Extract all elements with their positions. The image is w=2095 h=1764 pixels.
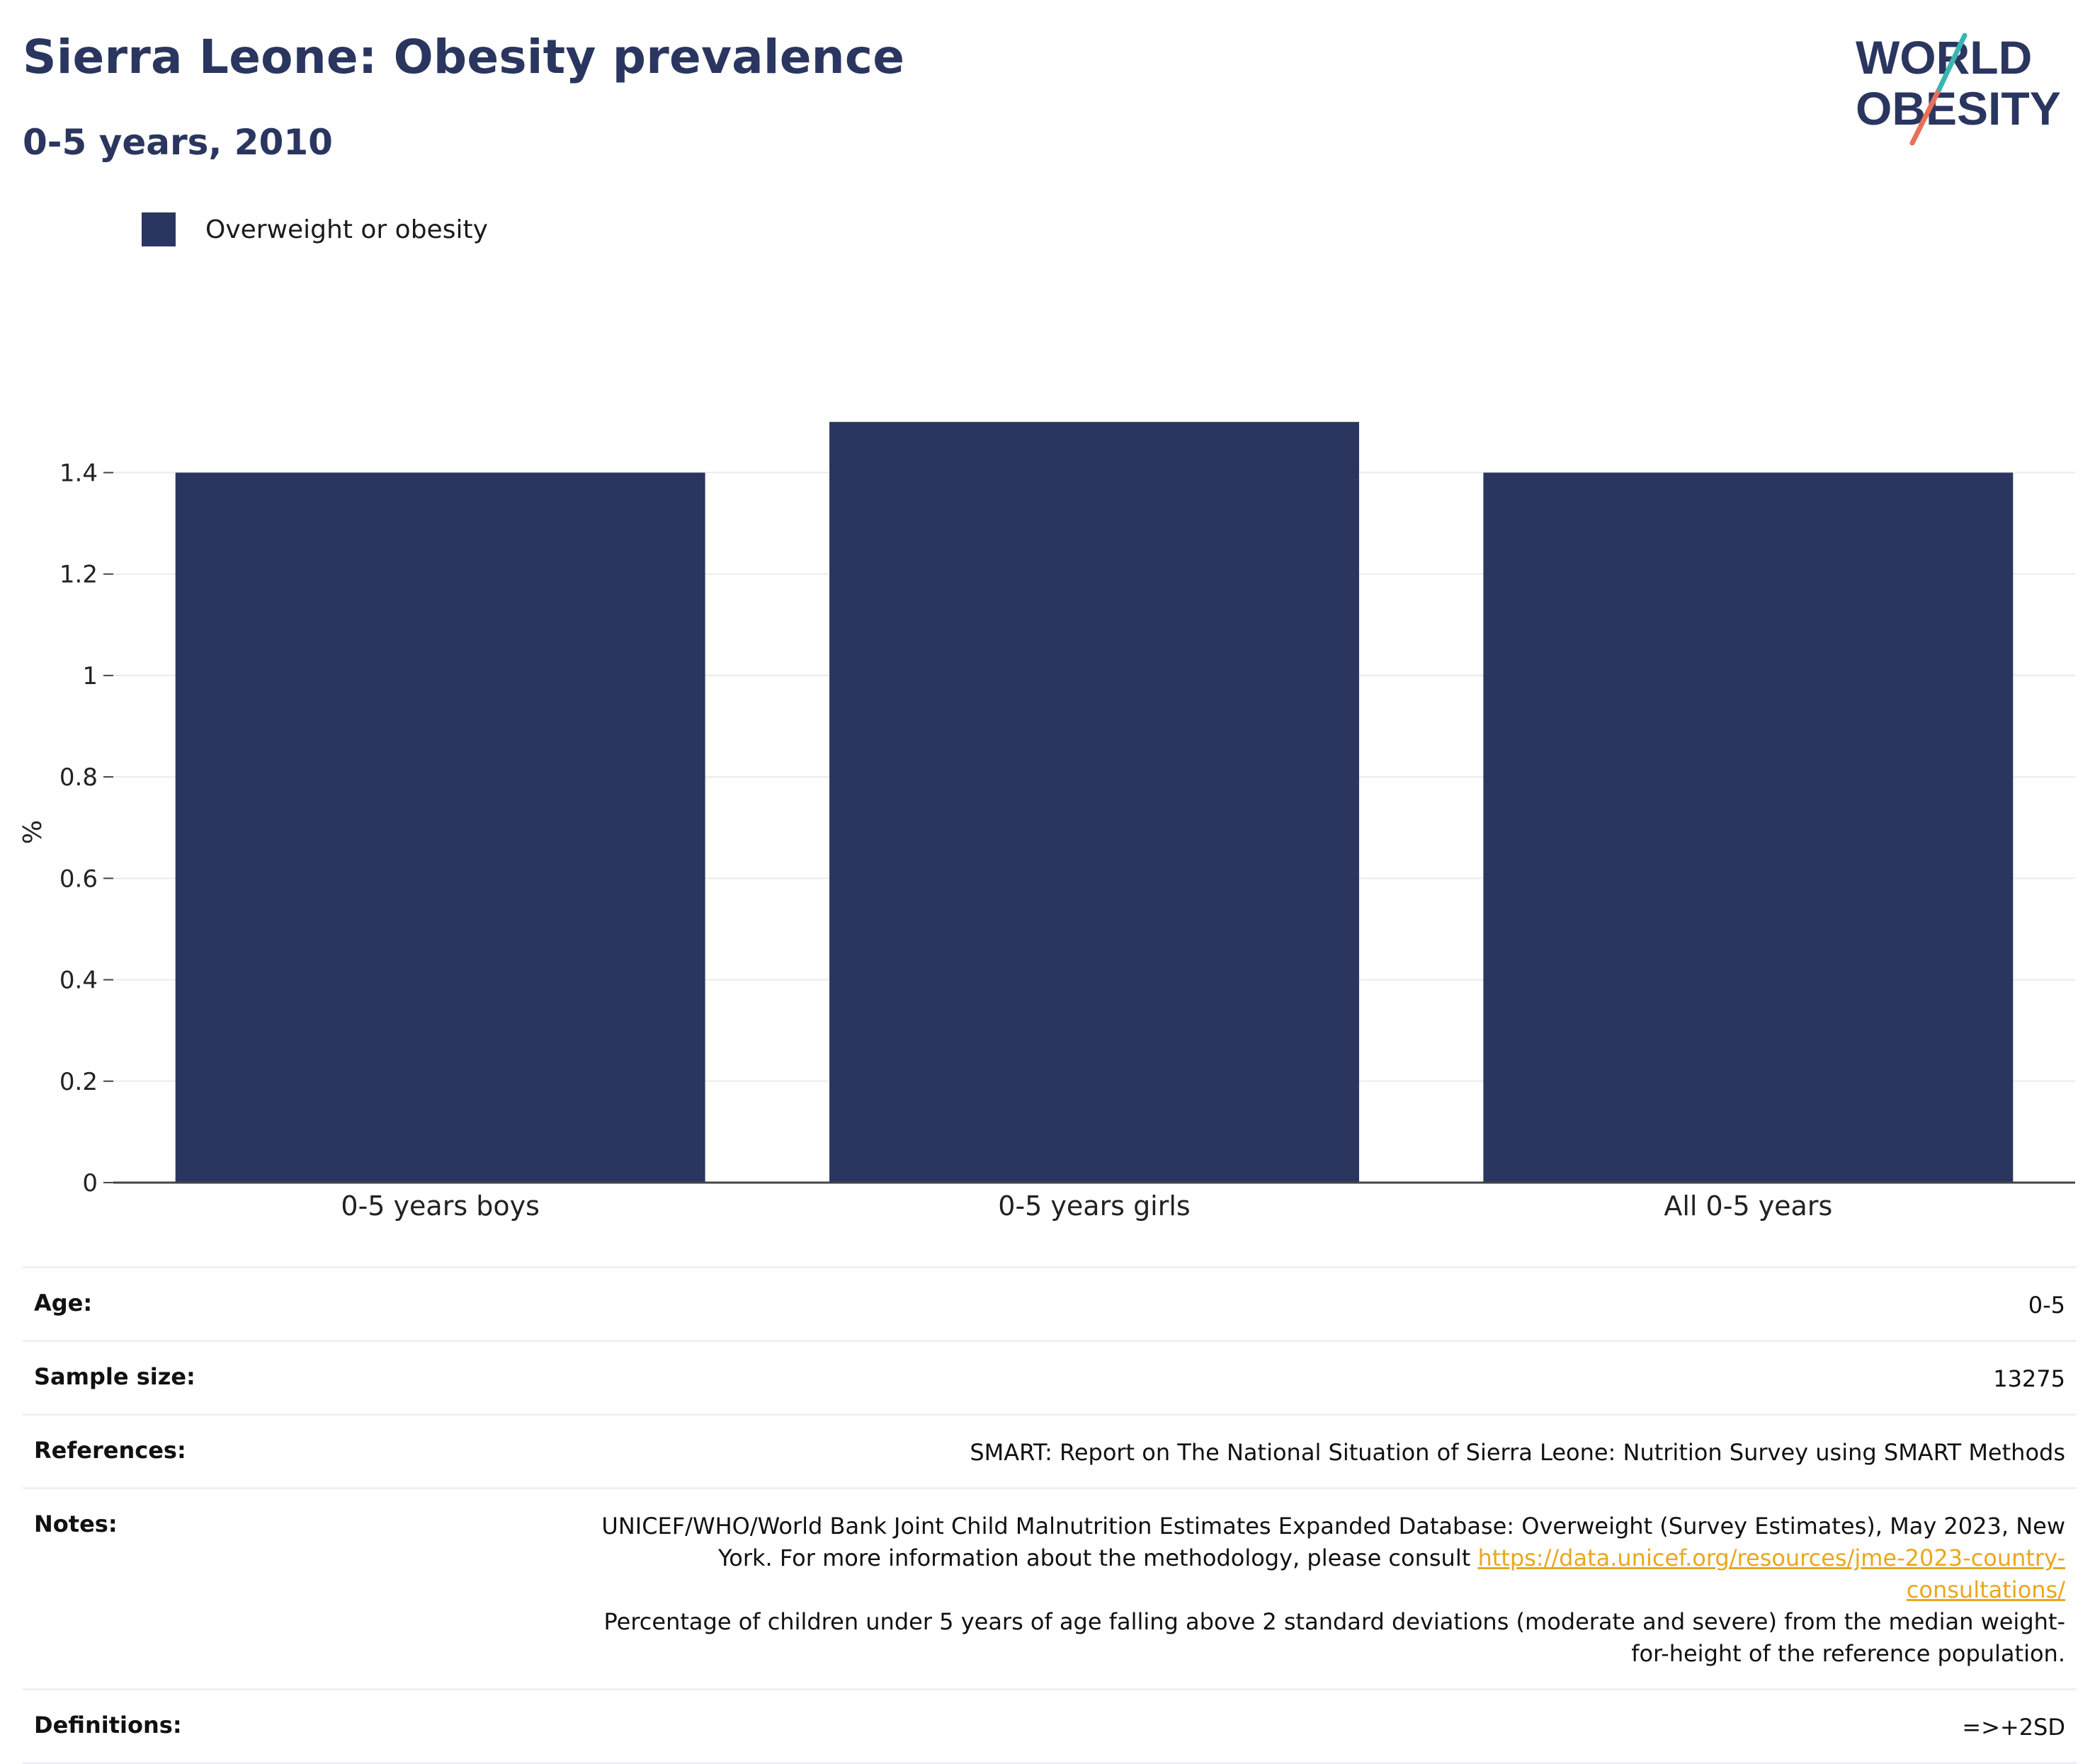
y-tick-label: 0.8 [59, 763, 98, 792]
definitions-label: Definitions: [34, 1712, 182, 1739]
logo-slash-red [1909, 86, 1942, 146]
chart-title: Sierra Leone: Obesity prevalence [23, 30, 905, 84]
definitions-value: =>+2SD [1962, 1714, 2065, 1741]
info-row-references: References: SMART: Report on The Nationa… [23, 1413, 2077, 1487]
references-value: SMART: Report on The National Situation … [970, 1439, 2065, 1466]
x-tick-label: All 0-5 years [1664, 1190, 1832, 1222]
bar-chart: 0 0.2 0.4 0.6 0.8 1 1.2 1.4% 0-5 years boys 0-5 y… [18, 421, 2075, 1222]
logo-line2: OBESITY [1856, 82, 2061, 135]
y-tick-label: 0.4 [59, 967, 98, 995]
y-tick-label: 1 [82, 662, 98, 690]
notes-link[interactable]: https://data.unicef.org/resources/jme-20… [1477, 1544, 2065, 1603]
info-row-notes: Notes: UNICEF/WHO/World Bank Joint Child… [23, 1487, 2077, 1688]
y-tick-label: 0.2 [59, 1068, 98, 1096]
x-tick-label: 0-5 years boys [341, 1190, 539, 1222]
chart-legend[interactable]: Overweight or obesity [142, 212, 488, 246]
info-row-definitions: Definitions: =>+2SD [23, 1688, 2077, 1764]
chart-subtitle: 0-5 years, 2010 [23, 122, 333, 163]
bar-3 [1483, 472, 2014, 1183]
y-tick-label: 1.2 [59, 561, 98, 589]
notes-text-2: Percentage of children under 5 years of … [603, 1608, 2066, 1667]
info-table: Age: 0-5 Sample size: 13275 References: … [23, 1266, 2077, 1764]
references-label: References: [34, 1437, 186, 1464]
age-value: 0-5 [2028, 1292, 2065, 1319]
y-tick-label: 1.4 [59, 459, 98, 487]
info-row-sample-size: Sample size: 13275 [23, 1340, 2077, 1413]
y-tick-label: 0.6 [59, 865, 98, 893]
x-tick-label: 0-5 years girls [998, 1190, 1190, 1222]
sample-size-label: Sample size: [34, 1363, 195, 1390]
notes-text-1: UNICEF/WHO/World Bank Joint Child Malnut… [601, 1513, 2065, 1571]
y-tick-label: 0 [82, 1169, 98, 1197]
legend-label: Overweight or obesity [205, 215, 488, 244]
logo-slash-teal [1936, 33, 1968, 92]
world-obesity-logo: WORLD OBESITY [1856, 31, 2061, 146]
bar-1 [175, 472, 705, 1183]
info-row-age: Age: 0-5 [23, 1266, 2077, 1340]
notes-label: Notes: [34, 1510, 118, 1537]
notes-value: UNICEF/WHO/World Bank Joint Child Malnut… [578, 1510, 2065, 1670]
bar-2 [829, 421, 1359, 1183]
sample-size-value: 13275 [1993, 1365, 2065, 1392]
legend-swatch [142, 212, 176, 246]
y-axis-label: % [18, 820, 47, 844]
age-label: Age: [34, 1290, 93, 1316]
